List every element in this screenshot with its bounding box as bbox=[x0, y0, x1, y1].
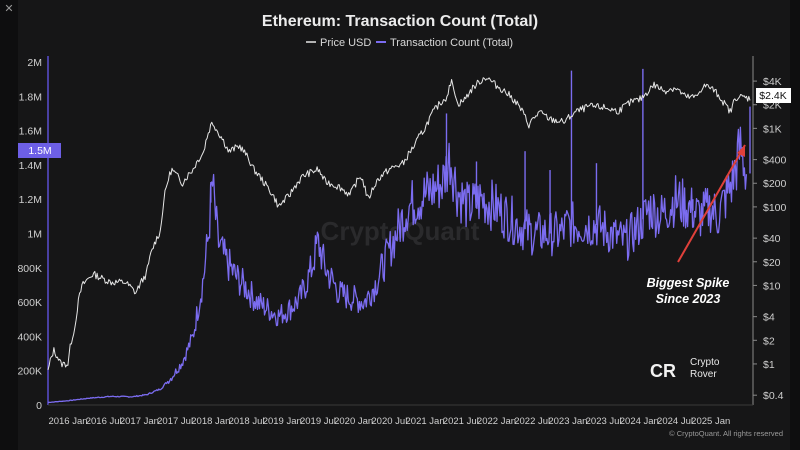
x-tick-label: 2024 Jul bbox=[657, 416, 693, 427]
annotation-line2: Since 2023 bbox=[656, 292, 721, 306]
x-tick-label: 2017 Jan bbox=[120, 416, 159, 427]
left-tick-label: 1.4M bbox=[19, 160, 42, 172]
copyright: © CryptoQuant. All rights reserved bbox=[669, 429, 783, 438]
left-tick-label: 1M bbox=[27, 229, 42, 241]
left-value-badge: 1.5M bbox=[18, 143, 61, 158]
x-tick-label: 2023 Jan bbox=[548, 416, 587, 427]
x-tick-label: 2023 Jul bbox=[586, 416, 622, 427]
series-layer bbox=[47, 68, 751, 404]
left-tick-label: 1.6M bbox=[19, 126, 42, 138]
right-tick-label: $20 bbox=[763, 257, 781, 269]
right-tick-label: $4K bbox=[763, 76, 782, 88]
logo-line1: Crypto bbox=[690, 357, 720, 368]
x-tick-label: 2016 Jan bbox=[48, 416, 87, 427]
x-tick-label: 2022 Jan bbox=[477, 416, 516, 427]
txcount-series-line bbox=[47, 126, 748, 404]
right-tick-label: $1 bbox=[763, 359, 775, 371]
chart-panel bbox=[18, 0, 790, 450]
annotation-arrowhead bbox=[737, 145, 745, 157]
left-axis: 0 200K 400K 600K 800K 1M 1.2M 1.4M 1.6M 1.8M 2M bbox=[17, 56, 49, 412]
x-tick-label: 2020 Jul bbox=[371, 416, 407, 427]
left-tick-label: 600K bbox=[17, 297, 42, 309]
legend: Price USD Transaction Count (Total) bbox=[306, 37, 513, 49]
left-tick-label: 400K bbox=[17, 331, 42, 343]
left-tick-label: 1.2M bbox=[19, 194, 42, 206]
x-tick-label: 2024 Jan bbox=[620, 416, 659, 427]
x-tick-label: 2018 Jul bbox=[229, 416, 265, 427]
right-tick-label: $400 bbox=[763, 155, 787, 167]
right-value-badge: $2.4K bbox=[756, 88, 791, 103]
left-badge-bg bbox=[18, 143, 61, 158]
right-badge-text: $2.4K bbox=[759, 90, 786, 102]
x-tick-label: 2019 Jan bbox=[263, 416, 302, 427]
chart-title: Ethereum: Transaction Count (Total) bbox=[262, 13, 538, 30]
legend-price-label[interactable]: Price USD bbox=[320, 37, 371, 49]
right-tick-label: $10 bbox=[763, 280, 781, 292]
x-tick-label: 2022 Jul bbox=[514, 416, 550, 427]
logo-mark: CR bbox=[650, 361, 676, 381]
logo-line2: Rover bbox=[690, 369, 717, 380]
left-tick-label: 800K bbox=[17, 263, 42, 275]
right-tick-label: $2 bbox=[763, 335, 775, 347]
right-axis: $0.4$1$2$4$10$20$40$100$200$400$1K$2K$4K bbox=[752, 56, 787, 405]
x-tick-label: 2025 Jan bbox=[691, 416, 730, 427]
right-tick-label: $1K bbox=[763, 123, 782, 135]
left-badge-text: 1.5M bbox=[28, 145, 51, 157]
right-tick-label: $100 bbox=[763, 202, 787, 214]
x-tick-label: 2017 Jul bbox=[157, 416, 193, 427]
left-tick-label: 1.8M bbox=[19, 91, 42, 103]
right-tick-label: $0.4 bbox=[763, 390, 784, 402]
left-tick-label: 200K bbox=[17, 366, 42, 378]
x-tick-label: 2021 Jan bbox=[406, 416, 445, 427]
left-tick-label: 0 bbox=[36, 400, 42, 412]
legend-txcount-label[interactable]: Transaction Count (Total) bbox=[390, 37, 513, 49]
x-tick-label: 2018 Jan bbox=[191, 416, 230, 427]
x-tick-label: 2019 Jul bbox=[300, 416, 336, 427]
annotation-line1: Biggest Spike bbox=[647, 276, 730, 290]
annotation: Biggest Spike Since 2023 bbox=[647, 144, 746, 306]
price-series-line bbox=[47, 77, 751, 371]
right-tick-label: $40 bbox=[763, 233, 781, 245]
x-tick-label: 2016 Jul bbox=[86, 416, 122, 427]
x-tick-label: 2020 Jan bbox=[334, 416, 373, 427]
x-tick-label: 2021 Jul bbox=[443, 416, 479, 427]
right-badge-bg bbox=[756, 88, 791, 103]
right-tick-label: $200 bbox=[763, 178, 787, 190]
close-icon[interactable]: ✕ bbox=[4, 3, 14, 15]
annotation-arrow bbox=[677, 144, 746, 263]
crypto-rover-logo: CR Crypto Rover bbox=[650, 357, 720, 381]
left-tick-label: 2M bbox=[27, 57, 42, 69]
right-tick-label: $4 bbox=[763, 312, 775, 324]
